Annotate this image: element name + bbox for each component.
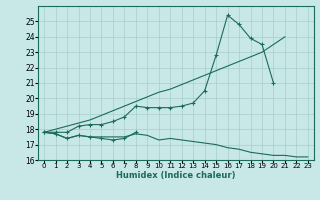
X-axis label: Humidex (Indice chaleur): Humidex (Indice chaleur) bbox=[116, 171, 236, 180]
